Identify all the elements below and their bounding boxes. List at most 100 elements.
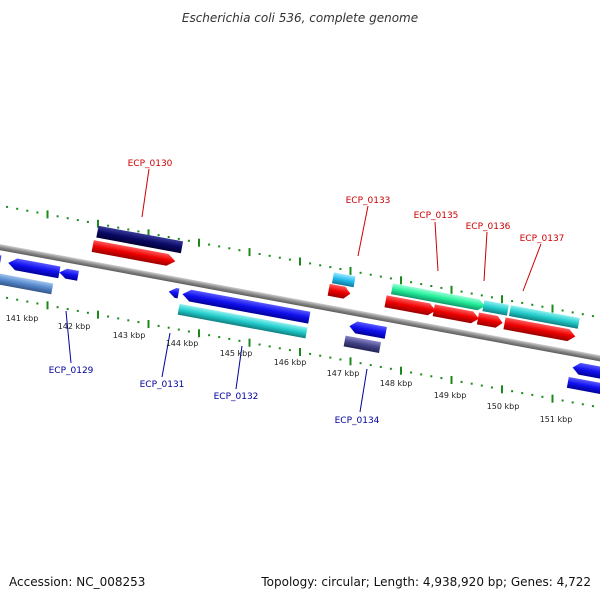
major-tick: [198, 238, 200, 247]
major-tick: [551, 304, 554, 313]
minor-tick: [591, 405, 594, 408]
gene-ecp-0134-inner[interactable]: [343, 335, 382, 353]
gene-ecp-0133-arrow[interactable]: [327, 283, 352, 300]
gene-label-ecp-0131[interactable]: ECP_0131: [140, 380, 185, 390]
gene-ecp-0137-arrow[interactable]: [503, 317, 576, 342]
minor-tick: [561, 309, 564, 312]
gene-label-ecp-0134[interactable]: ECP_0134: [335, 416, 380, 426]
minor-tick: [288, 258, 291, 261]
minor-tick: [268, 254, 271, 257]
minor-tick: [66, 217, 69, 220]
minor-tick: [460, 290, 463, 293]
leader-ecp-0130: [141, 168, 150, 218]
gene-ecp-0136-outer[interactable]: [482, 300, 509, 316]
minor-tick: [36, 302, 39, 305]
gene-labels: ECP_0130 ECP_0133 ECP_0135 ECP_0136 ECP_…: [49, 159, 565, 426]
minor-tick: [521, 392, 524, 395]
gene-right-arrow[interactable]: [572, 362, 600, 379]
gene-ecp-0137-outer[interactable]: [508, 305, 580, 329]
gene-ecp-0130-arrow[interactable]: [91, 240, 177, 267]
gene-ecp-0135-outer[interactable]: [390, 283, 486, 311]
gene-ecp-0130-outer[interactable]: [96, 225, 184, 254]
minor-tick: [86, 220, 89, 223]
minor-tick: [218, 336, 221, 339]
gene-ecp-0136-arrow[interactable]: [432, 304, 480, 324]
accession-text: Accession: NC_008253: [9, 575, 145, 589]
minor-tick: [218, 245, 221, 248]
gene-ecp-0135-arrow[interactable]: [384, 295, 436, 316]
minor-tick: [440, 286, 443, 289]
major-tick: [501, 385, 503, 394]
gene-ecp-0132-inner[interactable]: [177, 303, 308, 339]
leader-ecp-0136: [483, 231, 488, 282]
minor-tick: [187, 330, 190, 333]
gene-ecp-0129-arrow[interactable]: [7, 257, 61, 279]
minor-tick: [117, 317, 120, 320]
minor-tick: [208, 334, 211, 337]
minor-tick: [531, 393, 534, 396]
minor-tick: [521, 301, 524, 304]
minor-tick: [420, 373, 423, 376]
minor-tick: [541, 305, 544, 308]
minor-tick: [127, 228, 130, 231]
major-tick: [551, 394, 554, 403]
minor-tick: [470, 382, 473, 385]
minor-tick: [26, 209, 29, 212]
minor-tick: [309, 262, 312, 265]
minor-tick: [511, 300, 514, 303]
minor-tick: [410, 371, 413, 374]
gene-label-ecp-0136[interactable]: ECP_0136: [466, 222, 511, 232]
minor-tick: [359, 271, 362, 274]
minor-tick: [107, 315, 110, 318]
minor-tick: [339, 358, 342, 361]
gene-label-ecp-0129[interactable]: ECP_0129: [49, 366, 94, 376]
minor-tick: [329, 266, 332, 269]
genome-backbone: [0, 228, 600, 366]
gene-small-arrow[interactable]: [168, 287, 180, 299]
minor-tick: [76, 309, 79, 312]
gene-ecp-0131-arrow[interactable]: [181, 288, 311, 324]
minor-tick: [581, 313, 584, 316]
gene-right-inner[interactable]: [566, 376, 600, 396]
gene-ecp-0129b-arrow[interactable]: [58, 267, 79, 281]
minor-tick: [359, 362, 362, 365]
tick-label: 144 kbp: [166, 339, 199, 348]
gene-label-ecp-0133[interactable]: ECP_0133: [346, 196, 391, 206]
gene-ecp-0133-outer[interactable]: [331, 272, 356, 288]
minor-tick: [228, 247, 231, 250]
gene-label-ecp-0135[interactable]: ECP_0135: [414, 211, 459, 221]
minor-tick: [238, 339, 241, 342]
minor-tick: [490, 386, 493, 389]
minor-tick: [430, 285, 433, 287]
minor-tick: [410, 281, 413, 284]
minor-tick: [420, 283, 423, 286]
gene-label-ecp-0130[interactable]: ECP_0130: [128, 159, 173, 169]
minor-tick: [379, 365, 382, 368]
tick-label: 149 kbp: [434, 391, 467, 400]
leader-ecp-0134: [359, 368, 368, 413]
major-tick: [248, 248, 251, 257]
gene-label-ecp-0137[interactable]: ECP_0137: [520, 234, 565, 244]
minor-tick: [561, 399, 564, 402]
minor-tick: [76, 219, 79, 222]
minor-tick: [127, 319, 130, 322]
gene-label-ecp-0132[interactable]: ECP_0132: [214, 392, 259, 402]
minor-tick: [86, 311, 89, 314]
minor-tick: [16, 298, 19, 301]
minor-tick: [167, 236, 170, 238]
gene-ecp-0134-arrow[interactable]: [348, 320, 387, 339]
tick-label: 150 kbp: [487, 402, 520, 411]
gene-ecp-0129-inner[interactable]: [0, 273, 54, 295]
minor-tick: [258, 253, 261, 255]
minor-tick: [319, 354, 322, 357]
kbp-tick-labels: 141 kbp 142 kbp 143 kbp 144 kbp 145 kbp …: [6, 314, 573, 424]
minor-tick: [268, 345, 271, 348]
major-tick: [97, 310, 99, 319]
major-tick: [248, 338, 251, 347]
tick-label: 141 kbp: [6, 314, 39, 323]
minor-tick: [389, 367, 392, 370]
minor-tick: [480, 384, 483, 387]
outer-tick-track: [6, 205, 594, 318]
leader-ecp-0132: [235, 345, 243, 390]
gene-ecp-0137-arrow-small[interactable]: [476, 312, 504, 329]
